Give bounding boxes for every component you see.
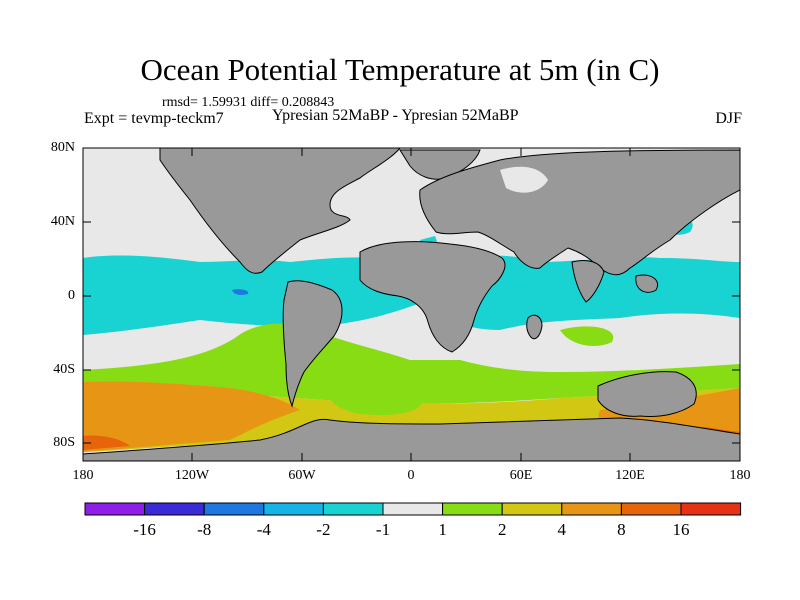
green-patch-south-indian bbox=[470, 375, 546, 402]
colorbar-label: -4 bbox=[256, 520, 271, 539]
land-africa bbox=[359, 241, 506, 353]
colorbar-bin bbox=[322, 502, 384, 516]
lat-label: 80S bbox=[53, 435, 75, 450]
colorbar-label: 16 bbox=[672, 520, 690, 539]
tick-marks bbox=[83, 147, 740, 461]
colorbar-bin bbox=[442, 502, 503, 516]
colorbar-label: 2 bbox=[497, 520, 507, 539]
colorbar-label: -16 bbox=[133, 520, 156, 539]
colorbar-bin bbox=[680, 502, 742, 516]
colorbar-label: 1 bbox=[438, 520, 447, 539]
colorbar bbox=[84, 502, 742, 516]
colorbar-label: -2 bbox=[316, 520, 331, 539]
lon-label: 0 bbox=[407, 468, 415, 483]
lon-label: 180 bbox=[729, 468, 751, 483]
colorbar-bin bbox=[84, 502, 146, 516]
colorbar-label: -8 bbox=[197, 520, 212, 539]
arctic-neutral-patch bbox=[500, 166, 548, 193]
land-madagascar bbox=[526, 314, 543, 340]
colorbar-bin bbox=[382, 502, 444, 516]
subtitle: Ypresian 52MaBP - Ypresian 52MaBP bbox=[272, 107, 519, 124]
lat-label: 40N bbox=[50, 214, 75, 229]
lat-label: 0 bbox=[68, 288, 75, 303]
colorbar-label: -1 bbox=[375, 520, 391, 539]
colorbar-bin bbox=[203, 502, 265, 516]
green-band bbox=[83, 323, 740, 404]
colorbar-bin bbox=[501, 502, 563, 516]
orange-south-pacific bbox=[83, 381, 300, 452]
land-southeast-asia bbox=[635, 274, 658, 293]
map-plot-area bbox=[83, 148, 740, 461]
dark-orange-patch bbox=[83, 435, 130, 450]
green-patch-south-atlantic bbox=[329, 386, 422, 416]
colorbar-label: 4 bbox=[557, 520, 567, 539]
green-patch-indian bbox=[560, 326, 614, 346]
colorbar-bin bbox=[263, 502, 324, 516]
lon-label: 120E bbox=[615, 468, 645, 483]
cyan-band-pacific bbox=[83, 255, 430, 335]
experiment-label: Expt = tevmp-teckm7 bbox=[84, 110, 224, 127]
land-antarctica bbox=[83, 417, 740, 461]
lat-label: 40S bbox=[53, 362, 75, 377]
blue-patch-pacific bbox=[232, 289, 249, 295]
lat-label: 80N bbox=[50, 140, 75, 155]
colorbar-bin bbox=[144, 502, 205, 516]
colorbar-label: 8 bbox=[617, 520, 626, 539]
lon-label: 180 bbox=[72, 468, 94, 483]
colorbar-bin bbox=[561, 502, 622, 516]
stats-text: rmsd= 1.59931 diff= 0.208843 bbox=[162, 95, 335, 110]
season-label: DJF bbox=[715, 110, 742, 127]
map-title: Ocean Potential Temperature at 5m (in C) bbox=[140, 52, 660, 87]
land-north-america bbox=[159, 148, 401, 274]
land-australia bbox=[597, 371, 697, 417]
colorbar-bin bbox=[620, 502, 682, 516]
lon-label: 120W bbox=[174, 468, 210, 483]
land-south-america bbox=[282, 280, 343, 408]
land-india bbox=[571, 259, 605, 303]
lon-label: 60W bbox=[288, 468, 316, 483]
land-masses bbox=[83, 148, 740, 461]
lon-label: 60E bbox=[509, 468, 533, 483]
